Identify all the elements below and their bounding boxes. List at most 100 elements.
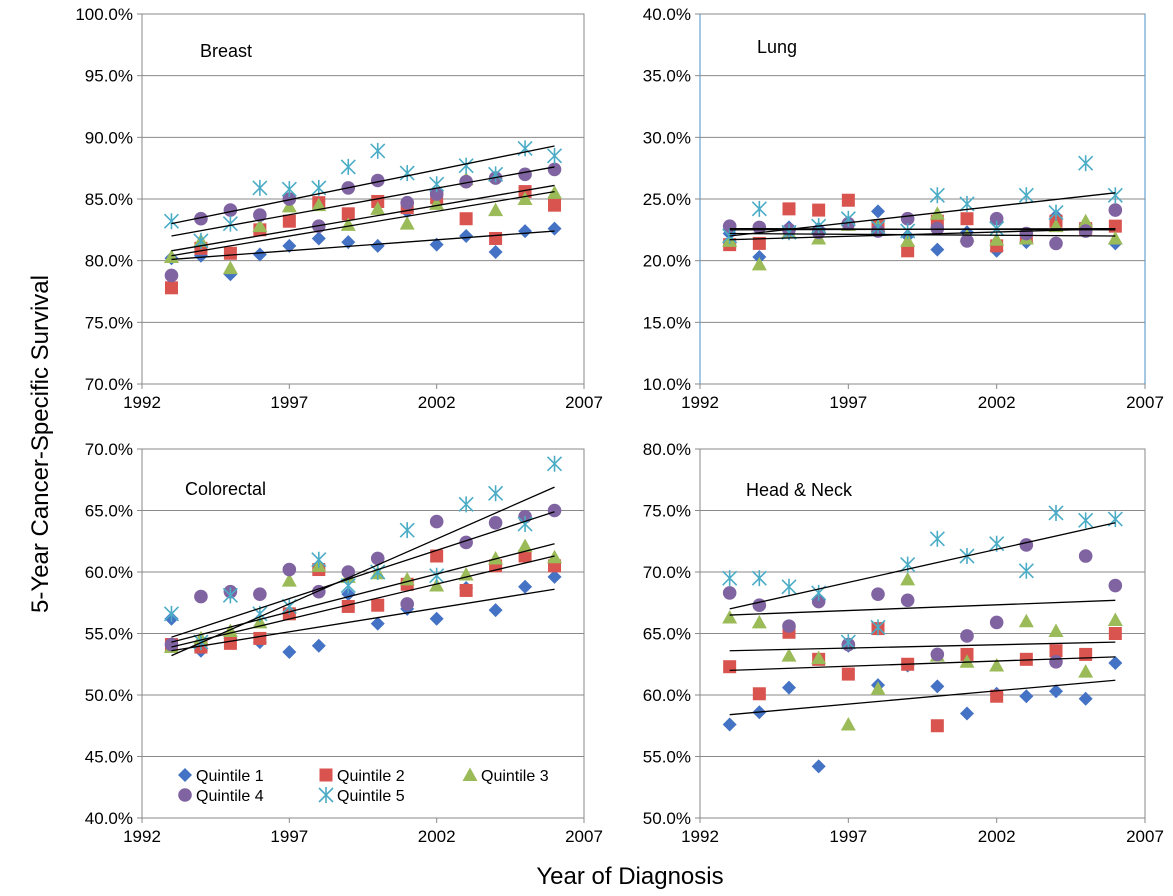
legend-marker-quintile-3 [462, 767, 478, 781]
point-quintile-2-head-neck [990, 689, 1004, 703]
x-tick-label-lung: 2002 [978, 393, 1016, 412]
point-quintile-4-lung [1078, 224, 1093, 238]
point-quintile-5-head-neck [781, 578, 797, 595]
point-quintile-1-head-neck [960, 706, 974, 721]
point-quintile-2-breast [223, 246, 237, 260]
trendline-quintile-4-colorectal [171, 511, 555, 638]
point-quintile-2-lung [960, 212, 974, 226]
legend-label-quintile-2: Quintile 2 [337, 768, 405, 785]
point-quintile-3-colorectal [488, 550, 504, 565]
y-tick-label-lung: 25.0% [643, 190, 691, 209]
point-quintile-2-breast [489, 231, 503, 245]
point-quintile-2-head-neck [752, 687, 766, 701]
point-quintile-4-colorectal [282, 562, 297, 577]
point-quintile-3-colorectal [458, 566, 474, 581]
panel-title-lung: Lung [757, 37, 797, 57]
point-quintile-1-lung [871, 204, 885, 219]
point-quintile-4-breast [547, 162, 562, 177]
legend-marker-quintile-2 [319, 768, 333, 782]
point-quintile-5-colorectal [488, 485, 504, 502]
point-quintile-1-breast [429, 237, 444, 252]
point-quintile-1-head-neck [1108, 656, 1123, 671]
legend-marker-quintile-5 [318, 787, 334, 803]
point-quintile-2-lung [752, 236, 766, 250]
x-tick-label-colorectal: 1997 [270, 827, 308, 846]
trendline-quintile-5-colorectal [171, 486, 555, 657]
point-quintile-5-colorectal [163, 605, 180, 622]
point-quintile-3-head-neck [1018, 613, 1034, 628]
point-quintile-3-lung [1078, 213, 1094, 228]
point-quintile-5-breast [517, 140, 533, 157]
trendline-quintile-3-breast [171, 184, 555, 252]
y-tick-label-breast: 70.0% [85, 375, 133, 394]
y-tick-label-head-neck: 70.0% [643, 563, 691, 582]
point-quintile-5-colorectal [458, 496, 474, 513]
point-quintile-5-breast [370, 142, 386, 159]
x-tick-label-head-neck: 1992 [681, 827, 719, 846]
point-quintile-1-breast [370, 238, 385, 253]
point-quintile-4-breast [282, 192, 297, 206]
point-quintile-2-head-neck [1108, 627, 1122, 640]
point-quintile-4-breast [459, 174, 473, 189]
y-tick-label-head-neck: 50.0% [643, 809, 691, 828]
point-quintile-5-breast [429, 176, 445, 193]
point-quintile-4-head-neck [871, 587, 885, 601]
y-tick-label-lung: 40.0% [643, 5, 691, 24]
point-quintile-3-head-neck [781, 648, 797, 662]
y-tick-label-colorectal: 50.0% [85, 686, 133, 705]
point-quintile-4-breast [164, 268, 179, 283]
point-quintile-5-breast [399, 165, 415, 182]
point-quintile-3-head-neck [989, 657, 1005, 672]
point-quintile-4-colorectal [370, 551, 385, 566]
point-quintile-1-colorectal [311, 638, 326, 653]
point-quintile-2-lung [901, 244, 915, 258]
legend-label-quintile-5: Quintile 5 [337, 788, 405, 805]
x-tick-label-breast: 1997 [270, 393, 308, 412]
point-quintile-5-head-neck [751, 570, 767, 587]
point-quintile-3-head-neck [1078, 664, 1094, 678]
point-quintile-5-lung [870, 219, 886, 236]
point-quintile-4-breast [518, 167, 532, 182]
y-tick-label-colorectal: 70.0% [85, 440, 133, 459]
panel-lung: 10.0% 15.0% 20.0% 25.0% 30.0% 35.0% 40.0% 1992 1… [643, 5, 1164, 412]
point-quintile-4-colorectal [194, 589, 208, 604]
panel-head-neck: 50.0% 55.0% 60.0% 65.0% 70.0% 75.0% 80.0% 1992 1… [643, 440, 1164, 846]
point-quintile-1-head-neck [1049, 684, 1063, 699]
x-tick-label-head-neck: 1997 [829, 827, 867, 846]
trendline-quintile-4-lung [729, 227, 1116, 231]
point-quintile-1-colorectal [429, 611, 444, 626]
y-tick-label-colorectal: 55.0% [85, 625, 133, 644]
y-tick-label-lung: 10.0% [643, 375, 691, 394]
point-quintile-4-head-neck [989, 615, 1004, 630]
point-quintile-2-head-neck [930, 719, 944, 733]
point-quintile-2-lung [1108, 219, 1122, 233]
point-quintile-5-breast [252, 179, 268, 196]
y-tick-label-lung: 35.0% [643, 67, 691, 86]
x-tick-label-colorectal: 1992 [123, 827, 161, 846]
trendline-quintile-2-breast [171, 190, 555, 257]
x-tick-label-head-neck: 2002 [978, 827, 1016, 846]
y-tick-label-head-neck: 75.0% [643, 502, 691, 521]
point-quintile-1-breast [518, 224, 533, 239]
point-quintile-5-head-neck [900, 556, 916, 573]
panel-colorectal: 40.0% 45.0% 50.0% 55.0% 60.0% 65.0% 70.0% 1992 1… [85, 440, 603, 846]
y-tick-label-breast: 80.0% [85, 252, 133, 271]
points-lung [722, 155, 1123, 271]
point-quintile-2-colorectal [341, 599, 355, 613]
point-quintile-1-breast [282, 238, 297, 253]
point-quintile-5-head-neck [1048, 504, 1064, 521]
point-quintile-1-breast [252, 247, 267, 262]
y-tick-label-breast: 75.0% [85, 313, 133, 332]
point-quintile-3-breast [311, 197, 327, 212]
point-quintile-3-head-neck [840, 717, 856, 731]
point-quintile-1-head-neck [811, 759, 826, 774]
point-quintile-5-breast [340, 158, 356, 175]
point-quintile-3-breast [222, 260, 238, 275]
panel-title-colorectal: Colorectal [185, 479, 266, 499]
point-quintile-5-lung [840, 210, 856, 227]
point-quintile-4-breast [223, 203, 238, 217]
point-quintile-3-breast [163, 249, 179, 263]
panel-title-head-neck: Head & Neck [746, 480, 853, 500]
point-quintile-4-head-neck [782, 619, 796, 633]
